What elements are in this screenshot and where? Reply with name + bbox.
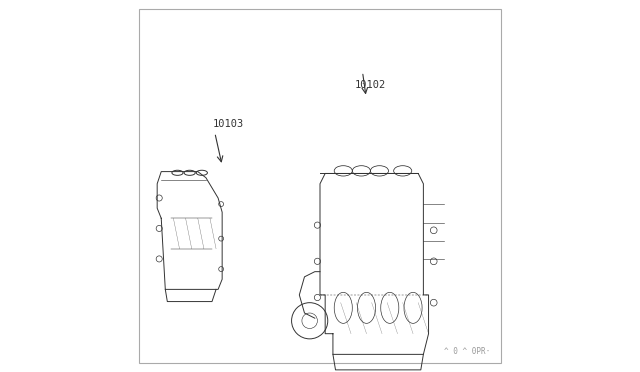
Text: 10102: 10102 <box>355 80 387 90</box>
Text: ^ 0 ^ 0PR·: ^ 0 ^ 0PR· <box>444 347 490 356</box>
Text: 10103: 10103 <box>213 119 244 129</box>
